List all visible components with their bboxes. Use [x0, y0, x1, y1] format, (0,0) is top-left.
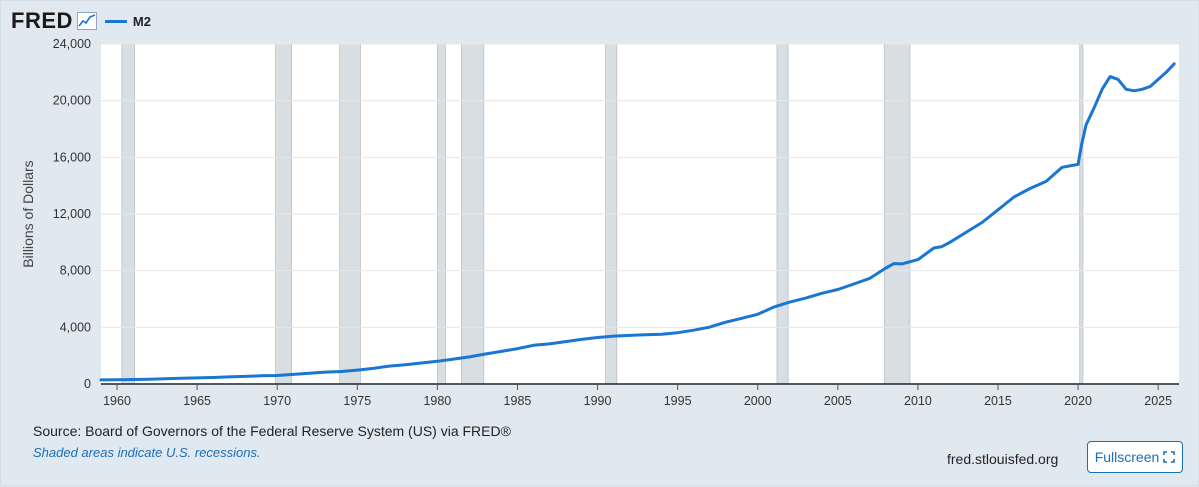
- expand-icon: [1163, 451, 1176, 463]
- chart-header: FRED M2: [11, 7, 151, 35]
- site-url[interactable]: fred.stlouisfed.org: [947, 451, 1059, 467]
- y-tick-label-4: 16,000: [53, 150, 91, 164]
- x-tick-label-0: 1960: [103, 394, 131, 408]
- y-axis-label: Billions of Dollars: [20, 160, 36, 267]
- x-tick-label-2: 1970: [263, 394, 291, 408]
- x-tick-label-13: 2025: [1144, 394, 1172, 408]
- y-tick-label-6: 24,000: [53, 37, 91, 51]
- fred-logo[interactable]: FRED: [11, 8, 73, 33]
- x-tick-label-3: 1975: [343, 394, 371, 408]
- legend-swatch: [104, 19, 127, 23]
- x-tick-label-1: 1965: [183, 394, 211, 408]
- graph-logo-icon: [76, 12, 97, 30]
- y-tick-label-1: 4,000: [60, 320, 91, 334]
- y-tick-label-0: 0: [84, 377, 91, 391]
- series-line-m2: [99, 62, 1176, 382]
- source-text: Source: Board of Governors of the Federa…: [33, 423, 511, 439]
- fullscreen-button[interactable]: Fullscreen: [1087, 441, 1183, 473]
- x-tick-label-9: 2005: [824, 394, 852, 408]
- x-tick-label-4: 1980: [423, 394, 451, 408]
- recession-note: Shaded areas indicate U.S. recessions.: [33, 445, 261, 460]
- x-tick-label-12: 2020: [1064, 394, 1092, 408]
- x-tick-label-5: 1985: [504, 394, 532, 408]
- y-tick-label-3: 12,000: [53, 207, 91, 221]
- x-tick-label-7: 1995: [664, 394, 692, 408]
- x-tick-label-10: 2010: [904, 394, 932, 408]
- x-tick-label-11: 2015: [984, 394, 1012, 408]
- x-tick-label-8: 2000: [744, 394, 772, 408]
- chart-legend: M2: [104, 13, 151, 29]
- fullscreen-label: Fullscreen: [1094, 449, 1160, 465]
- x-tick-label-6: 1990: [584, 394, 612, 408]
- y-tick-label-5: 20,000: [53, 94, 91, 108]
- legend-label: M2: [132, 13, 151, 29]
- y-tick-label-2: 8,000: [60, 264, 91, 278]
